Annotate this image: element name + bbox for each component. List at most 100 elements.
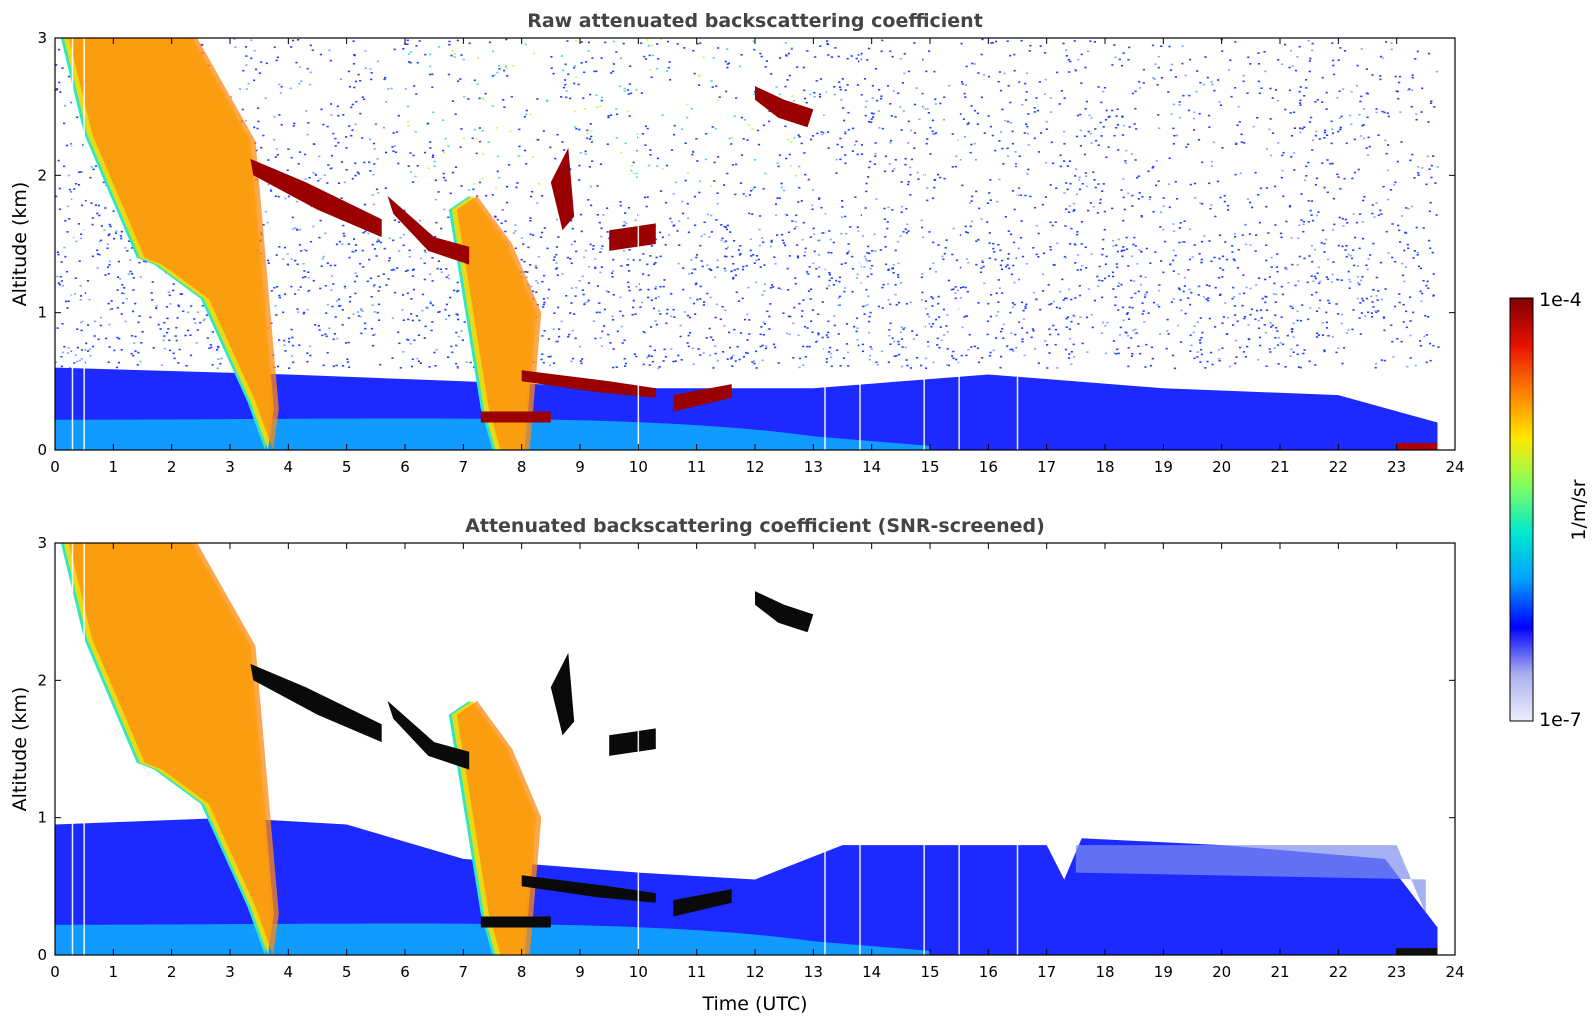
noise-dot bbox=[593, 70, 596, 73]
noise-dot bbox=[1075, 193, 1079, 196]
noise-dot bbox=[1381, 57, 1384, 59]
noise-dot bbox=[385, 101, 388, 103]
noise-dot bbox=[1345, 332, 1349, 334]
noise-dot bbox=[762, 188, 765, 190]
noise-dot bbox=[839, 365, 842, 367]
noise-dot bbox=[863, 255, 866, 258]
noise-dot bbox=[1281, 63, 1284, 65]
noise-dot bbox=[1125, 149, 1128, 152]
noise-dot bbox=[457, 80, 460, 82]
noise-dot bbox=[907, 70, 911, 73]
noise-dot bbox=[234, 46, 237, 48]
noise-dot bbox=[1128, 126, 1131, 128]
noise-dot bbox=[1289, 49, 1292, 52]
noise-dot bbox=[1072, 314, 1075, 317]
noise-dot bbox=[525, 163, 528, 165]
noise-dot bbox=[622, 42, 625, 45]
noise-dot bbox=[70, 191, 73, 193]
noise-dot bbox=[1358, 113, 1361, 116]
noise-dot bbox=[1085, 185, 1089, 188]
noise-dot bbox=[673, 133, 676, 136]
noise-dot bbox=[670, 293, 673, 295]
noise-dot bbox=[1021, 338, 1024, 340]
noise-dot bbox=[411, 269, 415, 271]
noise-dot bbox=[512, 232, 515, 234]
noise-dot bbox=[1102, 126, 1105, 128]
noise-dot bbox=[691, 347, 694, 350]
noise-dot bbox=[650, 355, 653, 357]
noise-dot bbox=[320, 265, 323, 267]
noise-dot bbox=[1176, 198, 1179, 200]
noise-dot bbox=[1050, 303, 1053, 305]
noise-dot bbox=[1335, 303, 1338, 305]
noise-dot bbox=[880, 97, 883, 100]
noise-dot bbox=[1217, 79, 1220, 81]
noise-dot bbox=[1367, 311, 1370, 314]
noise-dot bbox=[590, 204, 593, 207]
noise-dot bbox=[700, 235, 703, 238]
noise-dot bbox=[889, 303, 892, 306]
noise-dot bbox=[537, 255, 540, 258]
noise-dot bbox=[932, 197, 935, 199]
noise-dot bbox=[648, 164, 651, 167]
noise-dot bbox=[1124, 160, 1127, 162]
noise-dot bbox=[986, 320, 990, 322]
noise-dot bbox=[1231, 245, 1234, 247]
noise-dot bbox=[573, 66, 576, 69]
noise-dot bbox=[965, 354, 968, 357]
noise-dot bbox=[674, 360, 677, 362]
noise-dot bbox=[600, 227, 603, 230]
noise-dot bbox=[933, 178, 936, 181]
noise-dot bbox=[295, 61, 298, 64]
noise-dot bbox=[791, 95, 794, 97]
noise-dot bbox=[524, 271, 527, 273]
noise-dot bbox=[558, 328, 561, 330]
noise-dot bbox=[67, 300, 70, 302]
noise-dot bbox=[569, 97, 572, 100]
noise-dot bbox=[1072, 202, 1075, 205]
noise-dot bbox=[1139, 275, 1142, 278]
noise-dot bbox=[670, 315, 673, 318]
noise-dot bbox=[364, 322, 367, 325]
noise-dot bbox=[108, 264, 111, 266]
noise-dot bbox=[609, 342, 612, 344]
noise-dot bbox=[388, 237, 391, 240]
noise-dot bbox=[1174, 76, 1177, 78]
noise-dot bbox=[419, 219, 422, 222]
noise-dot bbox=[875, 361, 878, 364]
noise-dot bbox=[63, 246, 66, 249]
noise-dot bbox=[274, 156, 277, 158]
noise-dot bbox=[859, 214, 862, 216]
noise-dot bbox=[108, 260, 111, 263]
noise-dot bbox=[644, 332, 647, 334]
noise-dot bbox=[812, 262, 815, 265]
noise-dot bbox=[435, 221, 438, 224]
noise-dot bbox=[703, 221, 706, 224]
noise-dot bbox=[784, 42, 787, 44]
noise-dot bbox=[1193, 325, 1196, 327]
noise-dot bbox=[603, 325, 606, 327]
noise-dot bbox=[820, 206, 823, 209]
noise-dot bbox=[1249, 313, 1252, 316]
noise-dot bbox=[936, 337, 939, 340]
noise-dot bbox=[1037, 256, 1040, 258]
noise-dot bbox=[768, 315, 771, 318]
noise-dot bbox=[1249, 287, 1252, 290]
noise-dot bbox=[585, 61, 588, 63]
noise-dot bbox=[1124, 162, 1127, 164]
noise-dot bbox=[1065, 326, 1068, 328]
noise-dot bbox=[1149, 364, 1153, 367]
noise-dot bbox=[839, 137, 842, 140]
noise-dot bbox=[1081, 183, 1084, 185]
noise-dot bbox=[1134, 328, 1137, 331]
noise-dot bbox=[140, 342, 143, 344]
noise-dot bbox=[780, 186, 783, 189]
noise-dot bbox=[965, 65, 968, 68]
noise-dot bbox=[810, 320, 813, 322]
noise-dot bbox=[1052, 300, 1055, 303]
noise-dot bbox=[348, 366, 351, 368]
noise-dot bbox=[1271, 132, 1275, 134]
noise-dot bbox=[922, 105, 925, 108]
noise-dot bbox=[1387, 252, 1390, 254]
noise-dot bbox=[804, 97, 807, 100]
